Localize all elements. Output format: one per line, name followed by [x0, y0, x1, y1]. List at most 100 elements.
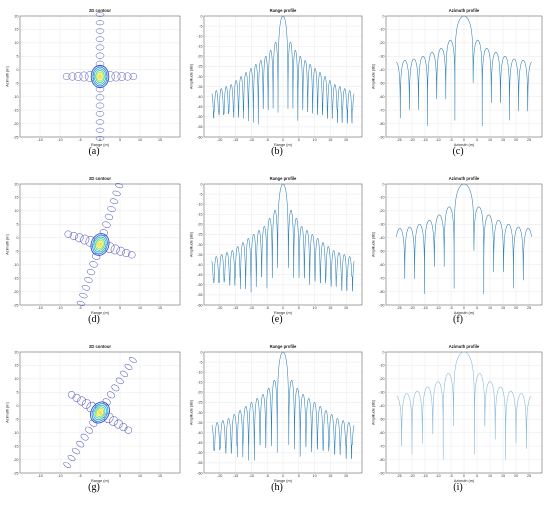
x-tick-label: 10	[138, 306, 142, 310]
mainlobe-peak	[98, 410, 102, 415]
contour-plot	[64, 183, 136, 306]
azimuth-sidelobe-contour	[95, 20, 105, 26]
x-tick-label: -15	[233, 306, 238, 310]
profile-series-line	[396, 183, 532, 295]
mainlobe-contour	[91, 403, 109, 422]
x-tick-label: 15	[501, 306, 505, 310]
y-tick-label: -40	[197, 95, 202, 99]
y-tick-label: -70	[379, 276, 384, 280]
y-tick-label: -20	[13, 290, 18, 294]
azimuth-sidelobe-contour	[112, 190, 121, 197]
x-tick-label: 0	[282, 474, 284, 478]
profile-series-line	[211, 15, 355, 125]
range-sidelobe-contour	[75, 233, 84, 243]
y-tick-label: -10	[379, 196, 384, 200]
azimuth-sidelobe-contour	[63, 462, 71, 469]
x-tick-label: -20	[217, 306, 222, 310]
axes: -20 -15 -10 -5 0 5 10 15 200-5-10-15-20-25-30-35…	[190, 344, 363, 483]
y-tick-label: -35	[197, 85, 202, 89]
chart-title: 2D contour	[89, 176, 111, 181]
chart-svg: -20 -15 -10 -5 0 5 10 15 200-5-10-15-20-25-30-35…	[190, 8, 363, 147]
mainlobe-contour	[94, 406, 106, 419]
mainlobe-contour	[93, 236, 107, 253]
profile-series-line	[211, 351, 355, 461]
y-tick-label: -90	[379, 303, 384, 307]
y-tick-label: -45	[197, 105, 202, 109]
y-tick-label: -30	[379, 55, 384, 59]
chart-title: 2D contour	[89, 344, 111, 349]
y-tick-label: 0	[383, 350, 385, 354]
y-tick-label: -60	[379, 263, 384, 267]
mainlobe-contour	[94, 238, 106, 251]
panel-caption: (e)	[271, 314, 283, 325]
azimuth-sidelobe-contour	[85, 426, 93, 434]
azimuth-sidelobe-contour	[107, 206, 116, 212]
y-tick-label: -30	[197, 243, 202, 247]
azimuth-sidelobe-contour	[107, 391, 115, 399]
x-tick-label: 5	[298, 138, 300, 142]
x-tick-label: 0	[463, 474, 465, 478]
x-tick-label: 15	[328, 474, 332, 478]
x-tick-label: -25	[396, 306, 401, 310]
y-tick-label: -50	[197, 451, 202, 455]
y-tick-label: -70	[379, 444, 384, 448]
plot-box	[19, 15, 181, 138]
y-tick-label: -70	[379, 108, 384, 112]
y-tick-label: -55	[197, 125, 202, 129]
x-tick-label: 5	[476, 306, 478, 310]
plot-box	[19, 351, 181, 474]
y-tick-label: -60	[379, 95, 384, 99]
y-tick-label: -50	[379, 418, 384, 422]
x-tick-label: 5	[119, 138, 121, 142]
chart-panel-f: -25 -20 -15 -10 -5 0 5 10 15 20 25 0 -10 -20 -30 -40 -50…	[370, 170, 546, 315]
x-tick-label: 0	[282, 306, 284, 310]
chart-panel-b: -20 -15 -10 -5 0 5 10 15 20 0 -5 -10 -15 -20 -25 -30 -35…	[188, 2, 366, 147]
y-tick-label: -10	[13, 431, 18, 435]
mainlobe-contour	[93, 404, 107, 421]
chart-panel-a: -15 -10 -5 0 5 10 15 20 15 10 5 0 -5 -10 -15 -20 -25 2D c…	[4, 2, 184, 147]
x-tick-label: 15	[158, 474, 162, 478]
azimuth-sidelobe-contour	[72, 447, 80, 455]
y-tick-label: -5	[15, 418, 18, 422]
y-tick-label: -5	[15, 82, 18, 86]
profile-series-line	[396, 351, 532, 460]
x-axis-label: Range (m)	[274, 479, 293, 483]
chart-svg: -15 -10 -5 0 5 10 15 20 15 10 5 0 -5 -10 -15 -20 -25 2D c…	[6, 8, 181, 147]
range-sidelobe-contour	[79, 71, 89, 82]
mainlobe-contour	[90, 233, 110, 256]
x-tick-label: -5	[266, 138, 269, 142]
y-tick-label: 0	[201, 14, 203, 18]
y-tick-label: 0	[17, 404, 19, 408]
y-tick-label: 0	[201, 350, 203, 354]
y-tick-label: -60	[197, 135, 202, 139]
azimuth-sidelobe-contour	[115, 377, 124, 385]
y-tick-label: -30	[197, 411, 202, 415]
chart-svg: -15 -10 -5 0 5 10 15 20 15 10 5 0 -5 -10 -15 -20 -25 2D c…	[6, 176, 181, 315]
chart-title: Azimuth profile	[449, 344, 480, 349]
y-tick-label: -15	[197, 381, 202, 385]
azimuth-sidelobe-contour	[124, 363, 133, 370]
x-tick-label: 0	[99, 474, 101, 478]
chart-title: Range profile	[270, 8, 297, 13]
x-tick-label: 10	[313, 474, 317, 478]
azimuth-sidelobe-contour	[95, 94, 105, 101]
range-sidelobe-contour	[77, 396, 86, 406]
panel-caption: (g)	[88, 482, 100, 493]
range-sidelobe-contour	[119, 423, 128, 432]
x-axis-label: Range (m)	[91, 479, 110, 483]
y-axis-label: Amplitude (dB)	[372, 399, 376, 425]
mainlobe-contour	[92, 66, 108, 87]
x-tick-label: -20	[409, 474, 414, 478]
mainlobe-peak	[98, 242, 102, 247]
x-tick-label: -10	[435, 474, 440, 478]
chart-svg: -20 -15 -10 -5 0 5 10 15 200-5-10-15-20-25-30-35…	[190, 344, 363, 483]
x-axis-label: Range (m)	[274, 143, 293, 147]
x-axis-label: Azimuth (m)	[454, 479, 475, 483]
axes: -15 -10 -5 0 5 10 15 20 15 10 5 0 -5 -10 -15 -20 -25 2D c…	[6, 344, 181, 483]
range-sidelobe-contour	[64, 230, 72, 238]
x-tick-label: -10	[57, 474, 62, 478]
range-sidelobe-contour	[124, 426, 133, 434]
x-tick-label: 10	[488, 306, 492, 310]
x-tick-label: 5	[119, 474, 121, 478]
x-tick-label: 10	[138, 138, 142, 142]
